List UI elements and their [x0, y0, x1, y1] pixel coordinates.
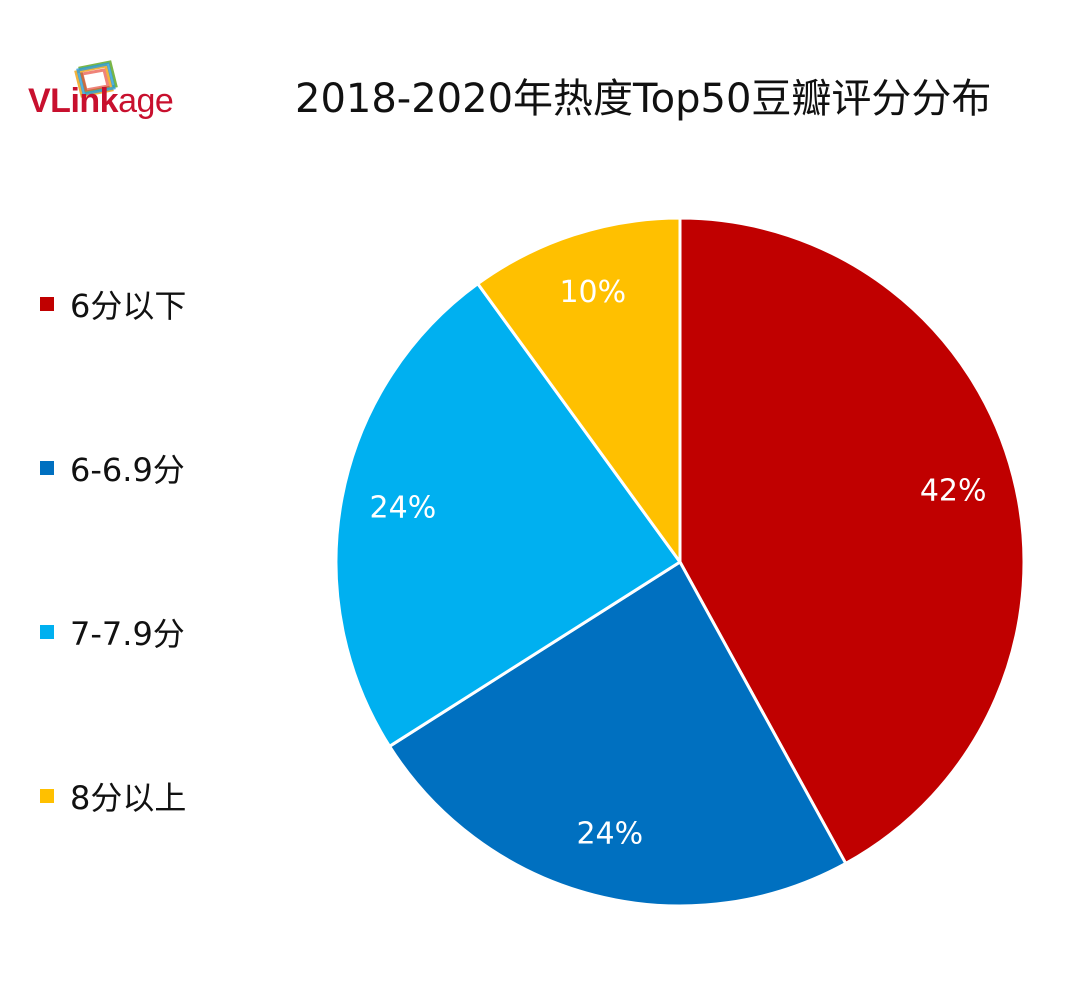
pie-slice-7-7.9 [334, 282, 682, 748]
legend-swatch-7-7.9 [40, 625, 54, 639]
legend-item-8-plus: 8分以上 [40, 772, 186, 820]
legend-swatch-6-6.9 [40, 461, 54, 475]
logo-mark-icon [74, 60, 118, 98]
legend-swatch-under-6 [40, 297, 54, 311]
legend-label-6-6.9: 6-6.9分 [70, 451, 185, 489]
data-label-7-7.9: 24% [370, 491, 437, 526]
legend-label-under-6: 6分以下 [70, 287, 187, 325]
pie-slice-under-6 [678, 216, 1026, 865]
legend-label-7-7.9: 7-7.9分 [70, 615, 185, 653]
pie-slice-8-plus [476, 216, 682, 564]
logo-text: VLinkage [28, 82, 174, 121]
logo-text-part1: VLink [28, 82, 119, 120]
legend-swatch-8-plus [40, 789, 54, 803]
legend-item-6-6.9: 6-6.9分 [40, 444, 185, 492]
legend-item-under-6: 6分以下 [40, 280, 186, 328]
brand-logo: VLinkage [28, 58, 198, 128]
logo-text-part2: age [118, 82, 174, 120]
pie-slice-6-6.9 [388, 560, 848, 908]
data-label-under-6: 42% [920, 473, 987, 508]
data-label-6-6.9: 24% [576, 817, 643, 852]
legend-item-7-7.9: 7-7.9分 [40, 608, 185, 656]
chart-title: 2018-2020年热度Top50豆瓣评分分布 [295, 76, 992, 122]
legend-label-8-plus: 8分以上 [70, 779, 187, 817]
data-label-8-plus: 10% [559, 275, 626, 310]
